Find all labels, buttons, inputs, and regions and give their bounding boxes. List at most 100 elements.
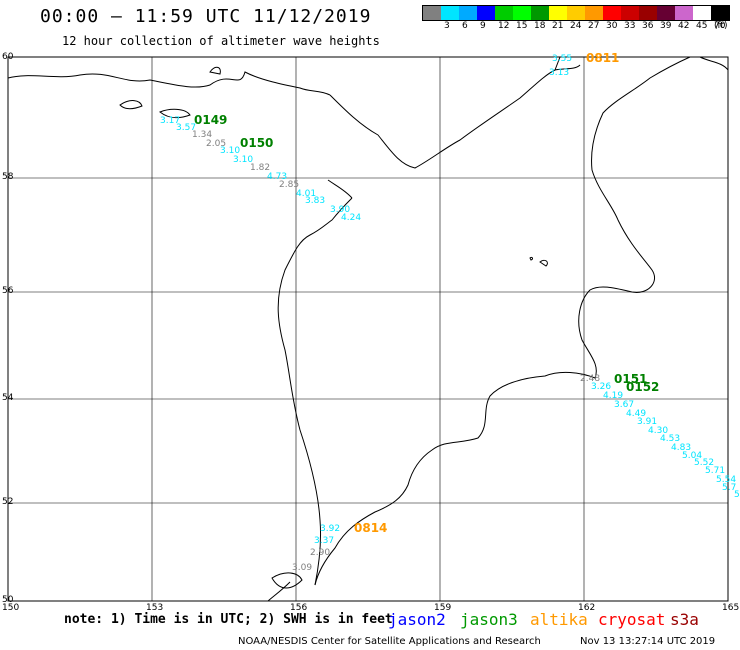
legend-label: 42 [678,21,690,31]
island-shapes [119,66,548,589]
swh-reading: 3.37 [314,536,334,546]
legend-label: 18 [534,21,546,31]
legend-swatch [711,6,729,20]
track-id: 0152 [626,380,659,394]
swh-reading: 5.54 [716,475,736,485]
legend-swatch [621,6,639,20]
page-subtitle: 12 hour collection of altimeter wave hei… [62,34,380,48]
map-frame [7,56,729,602]
lat-label: 52 [2,497,14,507]
swh-reading: 3.83 [305,196,325,206]
lat-label: 50 [2,595,14,605]
legend-label: 9 [480,21,486,31]
color-legend-labels: 3 6 9 12 15 18 21 24 27 30 33 36 39 42 45 70 (ft) [422,21,728,35]
lat-label: 58 [2,172,14,182]
swh-reading: 4.83 [671,443,691,453]
color-legend-bar [422,5,730,21]
swh-reading: 2.90 [310,548,330,558]
swh-reading: 1.34 [192,130,212,140]
swh-reading: 3.13 [549,68,569,78]
swh-reading: 5.71 [705,466,725,476]
swh-reading: 4.01 [296,189,316,199]
legend-unit: (ft) [714,21,728,31]
swh-reading: 5 [734,490,740,500]
swh-reading: 2.48 [580,374,600,384]
page-title: 00:00 – 11:59 UTC 11/12/2019 [40,6,372,27]
legend-label: 45 [696,21,708,31]
legend-label: 6 [462,21,468,31]
legend-label: 36 [642,21,654,31]
legend-swatch [639,6,657,20]
swh-reading: 5.7 [722,483,736,493]
legend-swatch [657,6,675,20]
swh-reading: 4.30 [648,426,668,436]
swh-reading: 4.53 [660,434,680,444]
swh-reading: 3.90 [330,205,350,215]
swh-reading: 3.92 [320,524,340,534]
legend-label: 21 [552,21,564,31]
legend-label: 33 [624,21,636,31]
swh-reading: 4.24 [341,213,361,223]
swh-reading: 3.91 [637,417,657,427]
swh-reading: 3.55 [552,54,572,64]
legend-swatch [585,6,603,20]
lon-label: 153 [146,603,164,613]
legend-label: 70 [714,21,726,31]
legend-swatch [441,6,459,20]
footer-credit: NOAA/NESDIS Center for Satellite Applica… [238,636,541,647]
legend-label: 39 [660,21,672,31]
satellite-name: cryosat [598,610,666,629]
track-id: 0151 [614,372,647,386]
legend-swatch [495,6,513,20]
track-id: 0150 [240,136,273,150]
legend-swatch [675,6,693,20]
footer-timestamp: Nov 13 13:27:14 UTC 2019 [580,636,716,647]
satellite-name: jason3 [460,610,518,629]
legend-swatch [549,6,567,20]
swh-reading: 3.10 [220,146,240,156]
swh-reading: 3.67 [614,400,634,410]
track-id: 0811 [586,51,619,65]
swh-reading: 3.09 [292,563,312,573]
legend-swatch [459,6,477,20]
swh-reading: 5.52 [694,458,714,468]
lat-label: 60 [2,52,14,62]
track-id: 0149 [194,113,227,127]
swh-reading: 3.10 [233,155,253,165]
swh-reading: 3.26 [591,382,611,392]
lon-label: 156 [290,603,308,613]
lon-label: 162 [578,603,596,613]
lon-label: 159 [434,603,452,613]
legend-swatch [513,6,531,20]
legend-swatch [423,6,441,20]
footer-note: note: 1) Time is in UTC; 2) SWH is in fe… [64,612,393,627]
map-grid [8,57,728,601]
lat-label: 56 [2,286,14,296]
lon-label: 150 [2,603,20,613]
track-id: 0814 [354,521,387,535]
swh-reading: 2.05 [206,139,226,149]
legend-label: 3 [444,21,450,31]
legend-swatch [603,6,621,20]
legend-swatch [693,6,711,20]
swh-reading: 1.82 [250,163,270,173]
legend-label: 27 [588,21,600,31]
lon-label: 165 [722,603,740,613]
legend-label: 24 [570,21,582,31]
swh-reading: 4.19 [603,391,623,401]
swh-reading: 3.17 [160,116,180,126]
swh-reading: 4.73 [267,172,287,182]
legend-label: 30 [606,21,618,31]
legend-swatch [531,6,549,20]
swh-readings: 3.173.571.342.053.103.101.824.732.854.01… [160,54,740,573]
satellite-name: altika [530,610,588,629]
swh-reading: 5.04 [682,451,702,461]
swh-reading: 2.85 [279,180,299,190]
satellite-name: s3a [670,610,699,629]
legend-swatch [477,6,495,20]
swh-reading: 3.57 [176,123,196,133]
coastline [7,56,729,602]
legend-label: 12 [498,21,510,31]
